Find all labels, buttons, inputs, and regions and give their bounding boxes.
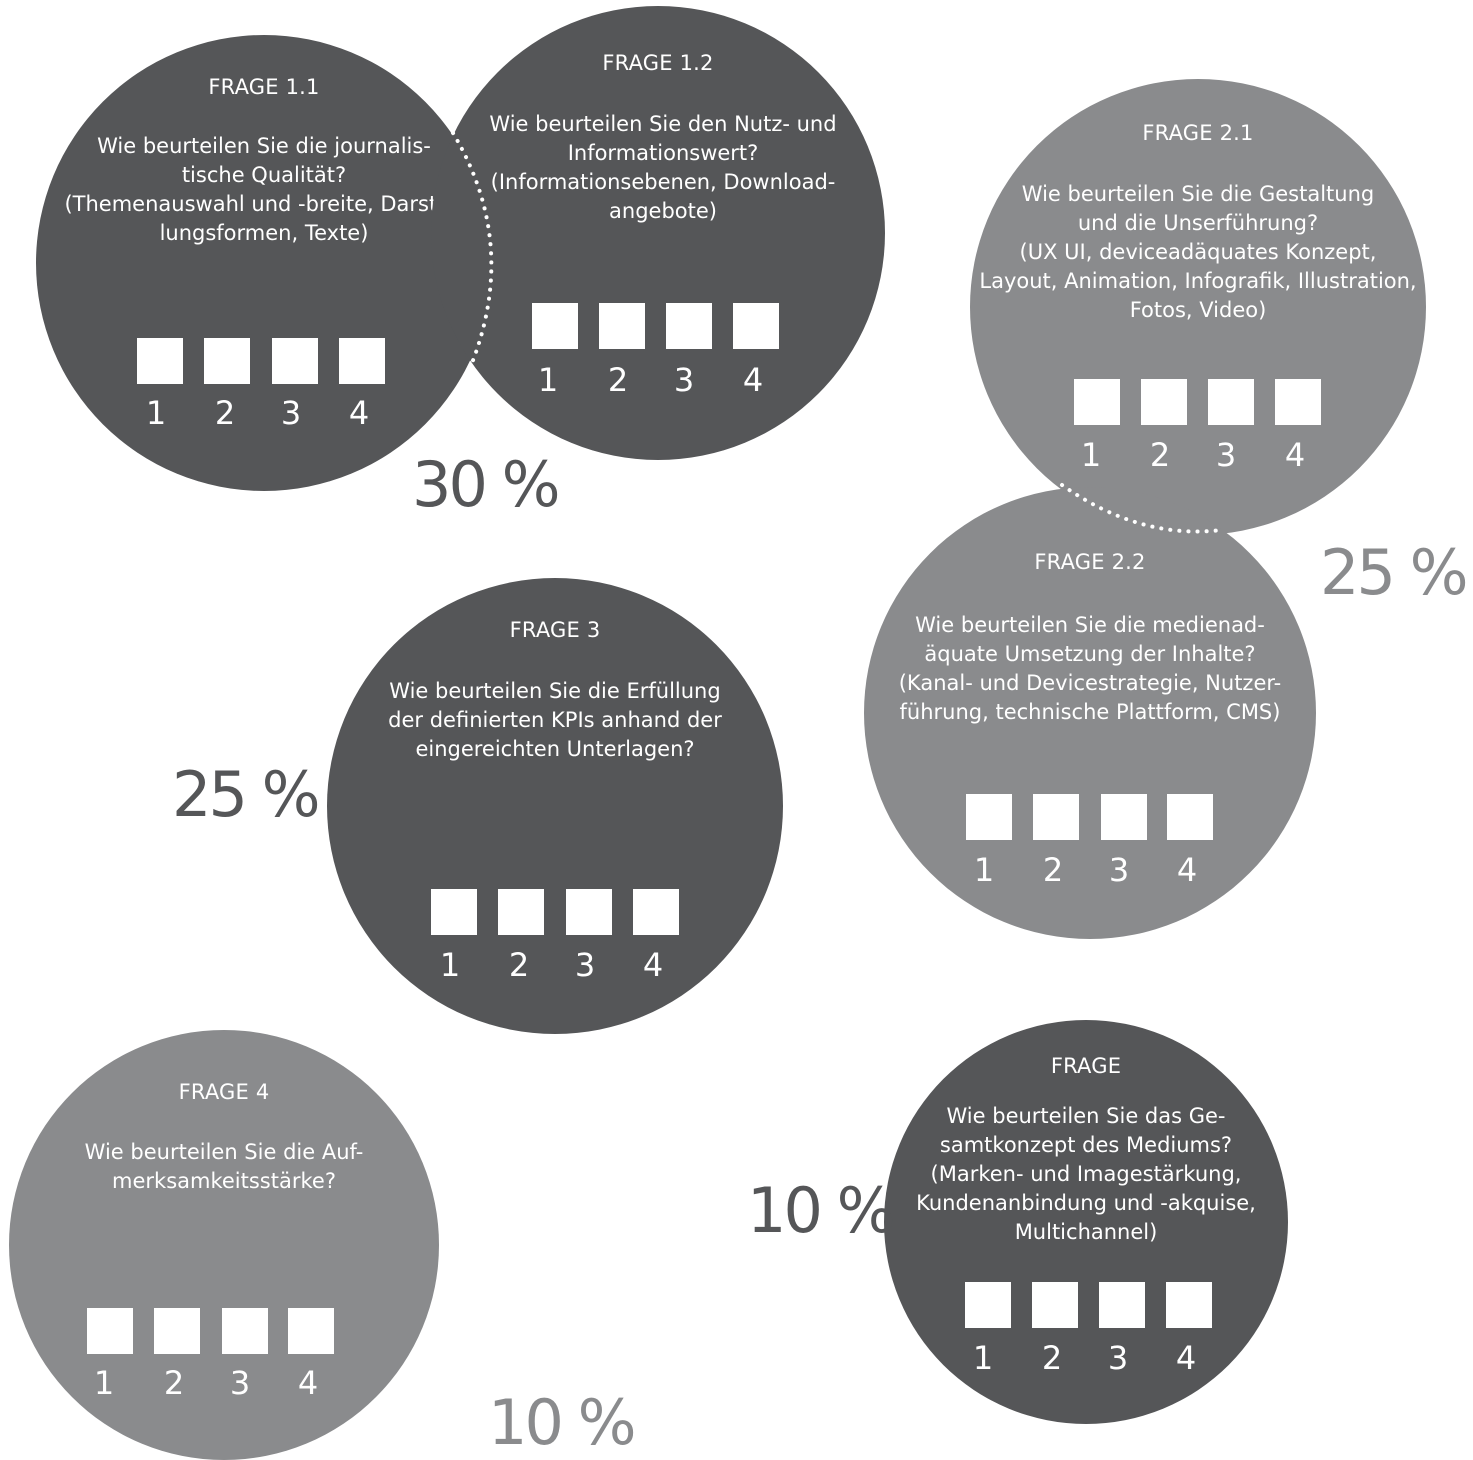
- percentage-group-2: 25 %: [1320, 536, 1469, 609]
- rating-box-4[interactable]: [288, 1308, 334, 1354]
- question-label: FRAGE 2.1: [1142, 121, 1254, 145]
- rating-number-3: 3: [1108, 851, 1130, 889]
- percentage-question-3: 25 %: [172, 758, 321, 831]
- rating-box-1[interactable]: [532, 303, 578, 349]
- question-text: Wie beurteilen Sie die Auf- merksamkeits…: [84, 1140, 364, 1193]
- percentage-question-overall: 10 %: [747, 1174, 896, 1247]
- rating-number-2: 2: [214, 394, 236, 432]
- rating-number-4: 4: [1175, 1339, 1197, 1377]
- rating-number-4: 4: [1176, 851, 1198, 889]
- rating-box-4[interactable]: [733, 303, 779, 349]
- question-text: Wie beurteilen Sie die journalis- tische…: [64, 134, 464, 245]
- question-circle-1-1: FRAGE 1.1 Wie beurteilen Sie die journal…: [36, 35, 492, 491]
- question-circle-overall: FRAGE Wie beurteilen Sie das Ge- samtkon…: [884, 1020, 1288, 1424]
- rating-box-3[interactable]: [666, 303, 712, 349]
- rating-number-2: 2: [1042, 851, 1064, 889]
- rating-box-3[interactable]: [1101, 794, 1147, 840]
- rating-number-4: 4: [742, 361, 764, 399]
- rating-number-3: 3: [1107, 1339, 1129, 1377]
- question-label: FRAGE 1.1: [208, 75, 320, 99]
- question-circle-2-1: FRAGE 2.1 Wie beurteilen Sie die Gestalt…: [970, 79, 1426, 535]
- rating-number-2: 2: [508, 946, 530, 984]
- rating-box-4[interactable]: [339, 338, 385, 384]
- rating-box-4[interactable]: [1167, 794, 1213, 840]
- rating-number-1: 1: [972, 1339, 994, 1377]
- rating-box-4[interactable]: [633, 889, 679, 935]
- rating-number-2: 2: [607, 361, 629, 399]
- rating-number-3: 3: [673, 361, 695, 399]
- rating-box-2[interactable]: [204, 338, 250, 384]
- question-text: Wie beurteilen Sie den Nutz- und Informa…: [489, 112, 837, 223]
- rating-box-1[interactable]: [966, 794, 1012, 840]
- question-circle-2-2: FRAGE 2.2 Wie beurteilen Sie die mediena…: [864, 487, 1316, 939]
- percentage-group-1: 30 %: [412, 448, 561, 521]
- rating-number-1: 1: [93, 1364, 115, 1402]
- rating-number-4: 4: [348, 394, 370, 432]
- rating-box-3[interactable]: [222, 1308, 268, 1354]
- rating-box-2[interactable]: [154, 1308, 200, 1354]
- question-label: FRAGE 4: [178, 1080, 270, 1104]
- rating-box-1[interactable]: [965, 1282, 1011, 1328]
- rating-box-1[interactable]: [137, 338, 183, 384]
- rating-box-4[interactable]: [1275, 379, 1321, 425]
- rating-number-4: 4: [1284, 436, 1306, 474]
- rating-number-1: 1: [973, 851, 995, 889]
- rating-number-2: 2: [1041, 1339, 1063, 1377]
- question-text: Wie beurteilen Sie die Gestaltung und di…: [979, 182, 1417, 322]
- rating-number-2: 2: [1149, 436, 1171, 474]
- percentage-question-4: 10 %: [488, 1386, 637, 1459]
- rating-box-2[interactable]: [1033, 794, 1079, 840]
- rating-box-3[interactable]: [272, 338, 318, 384]
- question-circle-1-2: FRAGE 1.2 Wie beurteilen Sie den Nutz- u…: [431, 6, 885, 460]
- rating-number-4: 4: [297, 1364, 319, 1402]
- rating-box-2[interactable]: [1141, 379, 1187, 425]
- rating-box-3[interactable]: [1099, 1282, 1145, 1328]
- rating-number-2: 2: [163, 1364, 185, 1402]
- rating-number-3: 3: [280, 394, 302, 432]
- rating-number-4: 4: [642, 946, 664, 984]
- question-text: Wie beurteilen Sie die Erfüllung der def…: [388, 679, 722, 761]
- rating-box-4[interactable]: [1166, 1282, 1212, 1328]
- rating-box-3[interactable]: [566, 889, 612, 935]
- question-label: FRAGE 2.2: [1034, 550, 1146, 574]
- rating-number-3: 3: [1215, 436, 1237, 474]
- question-circle-4: FRAGE 4 Wie beurteilen Sie die Auf- merk…: [9, 1030, 439, 1460]
- question-label: FRAGE 1.2: [602, 51, 714, 75]
- rating-box-2[interactable]: [599, 303, 645, 349]
- question-text: Wie beurteilen Sie die medienad- äquate …: [898, 613, 1282, 724]
- rating-box-1[interactable]: [431, 889, 477, 935]
- question-text: Wie beurteilen Sie das Ge- samtkonzept d…: [916, 1104, 1256, 1244]
- rating-box-3[interactable]: [1208, 379, 1254, 425]
- rating-number-1: 1: [537, 361, 559, 399]
- question-label: FRAGE 3: [509, 618, 601, 642]
- question-label: FRAGE: [1050, 1054, 1122, 1078]
- rating-box-1[interactable]: [87, 1308, 133, 1354]
- rating-number-1: 1: [1080, 436, 1102, 474]
- rating-number-3: 3: [574, 946, 596, 984]
- rating-box-2[interactable]: [498, 889, 544, 935]
- rating-number-3: 3: [229, 1364, 251, 1402]
- rating-number-1: 1: [145, 394, 167, 432]
- rating-box-1[interactable]: [1074, 379, 1120, 425]
- rating-number-1: 1: [439, 946, 461, 984]
- question-circle-3: FRAGE 3 Wie beurteilen Sie die Erfüllung…: [327, 578, 783, 1034]
- rating-box-2[interactable]: [1032, 1282, 1078, 1328]
